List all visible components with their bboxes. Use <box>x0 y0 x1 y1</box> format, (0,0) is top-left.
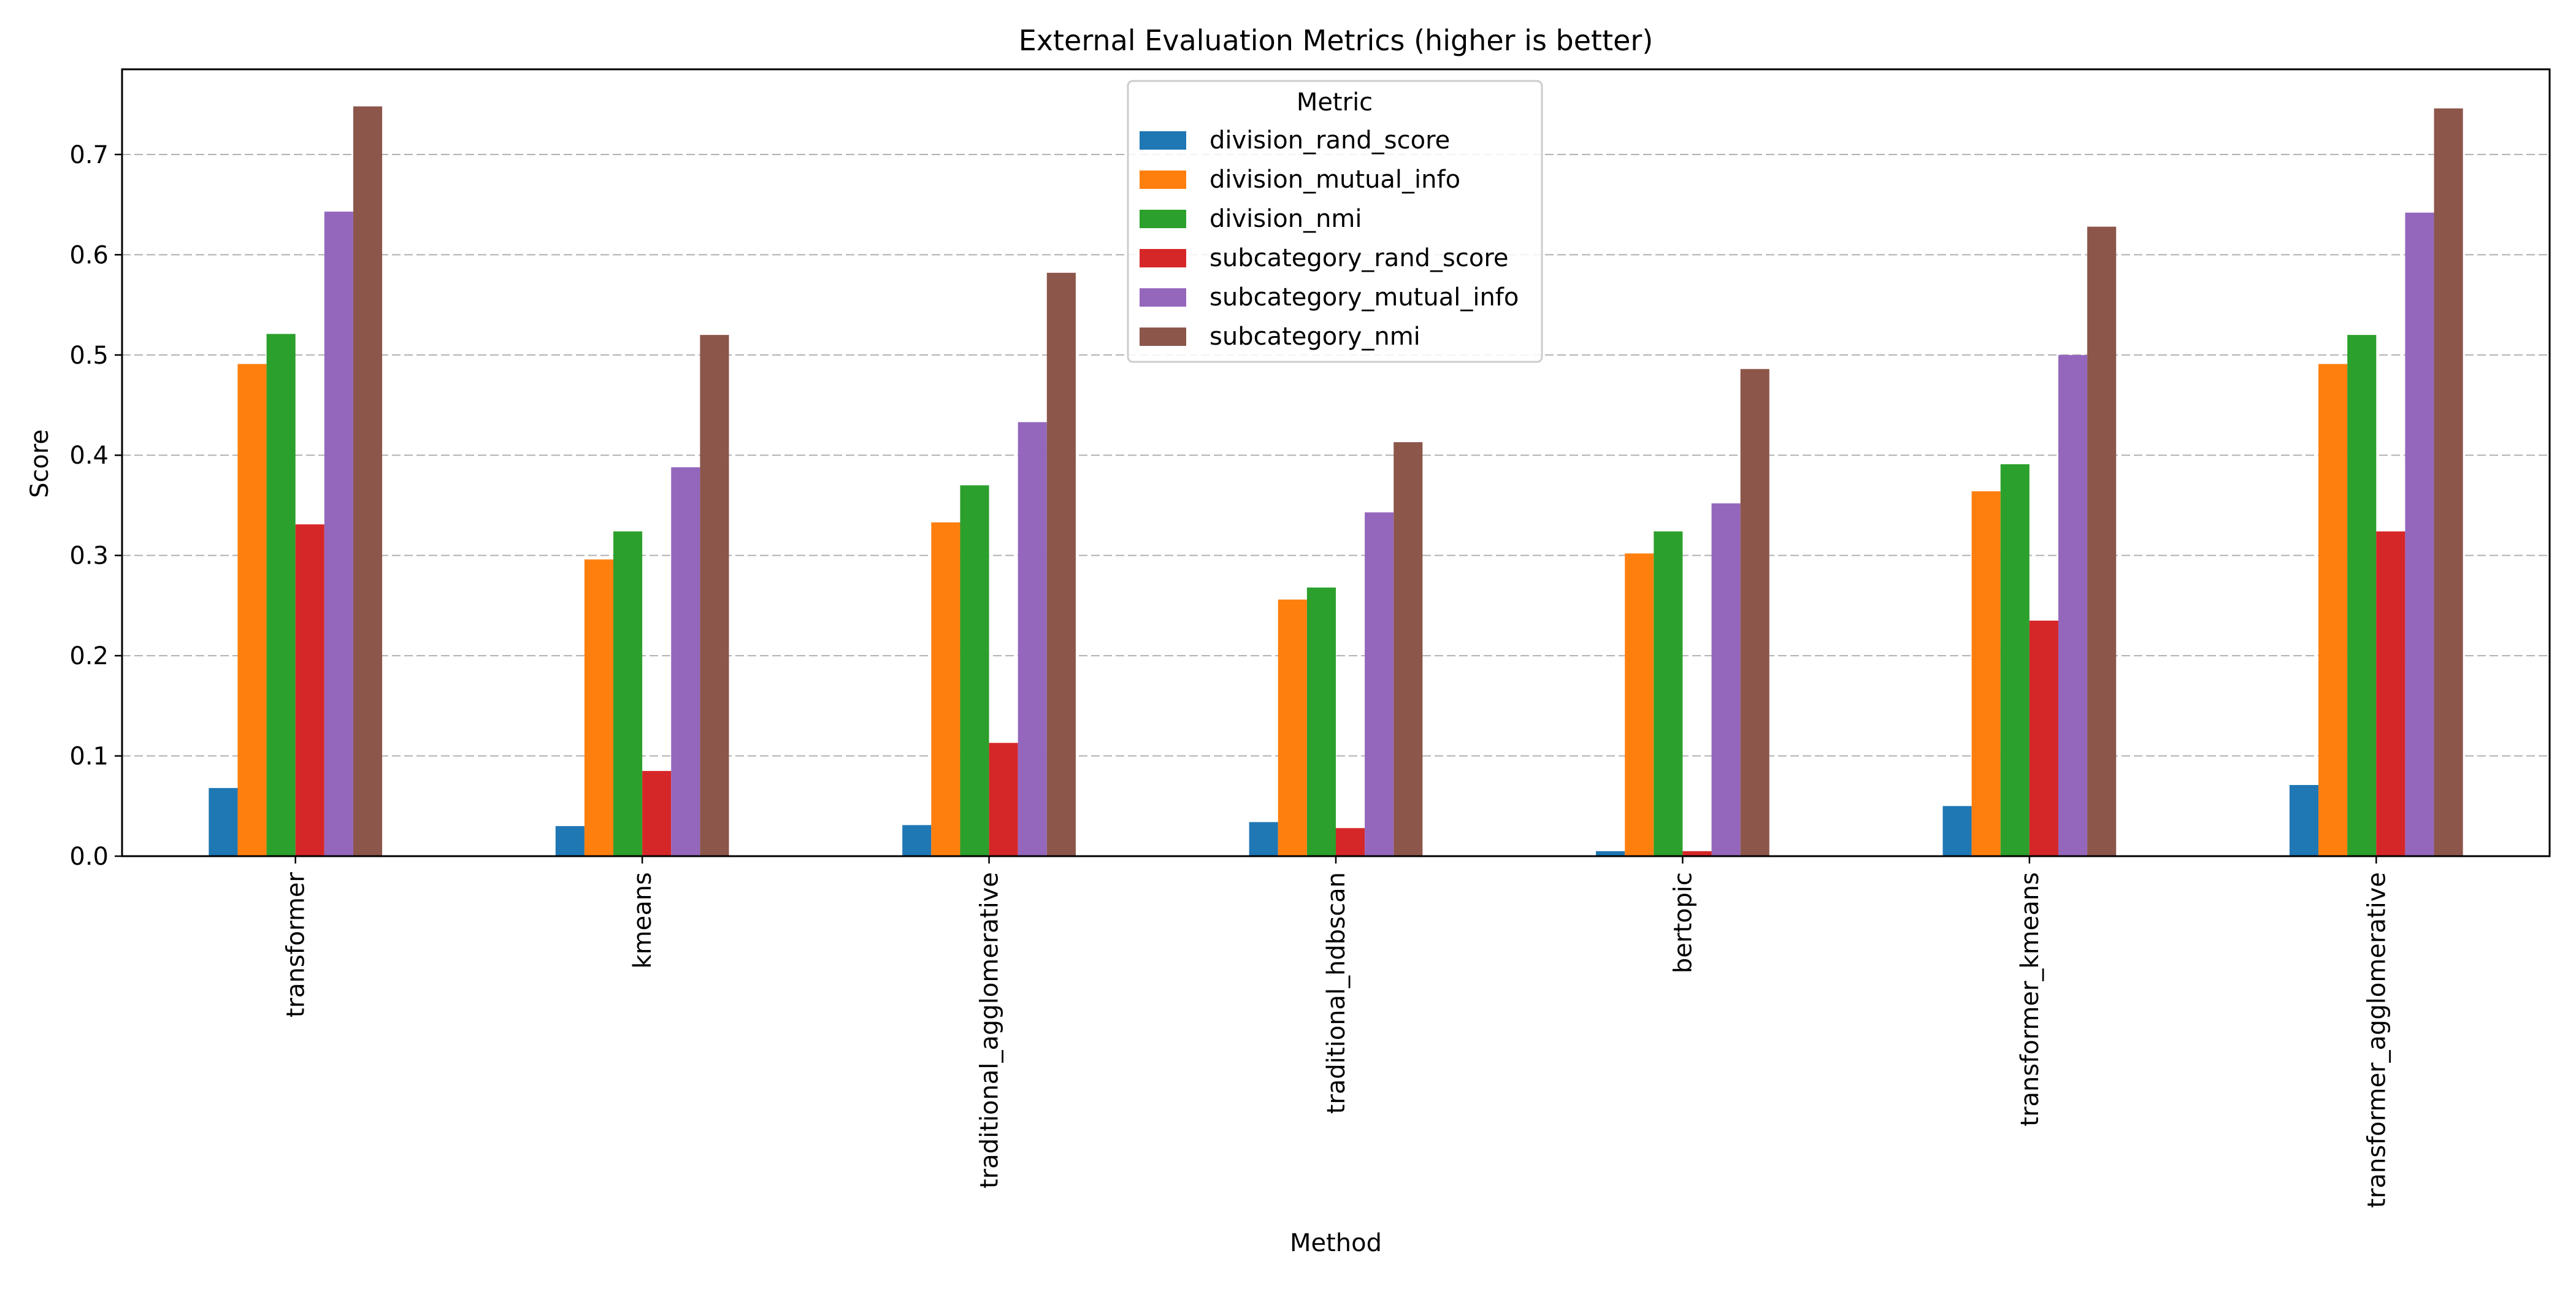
bar-subcategory_mutual_info <box>324 212 353 856</box>
bar-subcategory_mutual_info <box>671 467 700 856</box>
bar-subcategory_mutual_info <box>1365 512 1394 856</box>
bar-subcategory_nmi <box>2434 108 2463 856</box>
legend-swatch <box>1140 170 1186 189</box>
legend-frame <box>1127 80 1543 363</box>
x-axis: transformer kmeans traditional_agglomerati… <box>282 856 2391 1208</box>
y-tick-label: 0.3 <box>69 542 109 570</box>
y-tick-label: 0.1 <box>69 743 109 771</box>
legend-label: subcategory_mutual_info <box>1209 283 1519 312</box>
bar-division_mutual_info <box>1971 491 2001 856</box>
legend-label: division_mutual_info <box>1209 166 1460 194</box>
chart-title: External Evaluation Metrics (higher is b… <box>1019 24 1654 57</box>
y-axis: 0.0 0.1 0.2 0.3 0.4 0.5 0.6 0.7 <box>69 141 122 871</box>
legend-label: division_rand_score <box>1209 126 1450 155</box>
legend-title: Metric <box>1297 88 1373 117</box>
legend-items: division_rand_score division_mutual_infod… <box>1140 126 1519 351</box>
legend-label: subcategory_nmi <box>1209 323 1420 351</box>
bar-division_rand_score <box>1942 806 1972 856</box>
bar-division_mutual_info <box>237 364 267 856</box>
y-tick-label: 0.6 <box>69 241 109 269</box>
bar-division_rand_score <box>2289 784 2319 856</box>
x-tick-label: transformer_agglomerative <box>2363 872 2391 1208</box>
legend-swatch <box>1140 131 1186 150</box>
bar-subcategory_rand_score <box>2029 620 2058 856</box>
legend-swatch <box>1140 249 1186 267</box>
bar-subcategory_nmi <box>2087 226 2117 857</box>
y-tick-label: 0.7 <box>69 141 109 169</box>
bar-division_nmi <box>1306 587 1336 856</box>
y-axis-label: Score <box>26 429 54 498</box>
bar-division_rand_score <box>209 787 238 856</box>
bar-subcategory_mutual_info <box>1711 503 1741 856</box>
legend-label: subcategory_rand_score <box>1209 244 1509 272</box>
bar-division_mutual_info <box>2318 364 2348 856</box>
x-tick-label: transformer <box>282 872 310 1017</box>
legend-swatch <box>1140 328 1186 346</box>
x-tick-label: bertopic <box>1669 872 1697 973</box>
bar-division_mutual_info <box>1625 553 1654 856</box>
bar-subcategory_rand_score <box>2376 531 2405 856</box>
bar-subcategory_nmi <box>1393 442 1423 856</box>
bar-division_nmi <box>1654 531 1683 856</box>
bar-division_nmi <box>960 485 989 856</box>
bar-division_mutual_info <box>931 522 960 856</box>
legend: Metric division_rand_score division_mutua… <box>1127 80 1543 363</box>
y-tick-label: 0.2 <box>69 642 109 670</box>
y-tick-label: 0.0 <box>69 843 109 871</box>
bar-subcategory_rand_score <box>642 771 672 856</box>
bar-subcategory_rand_score <box>1336 828 1365 856</box>
legend-swatch <box>1140 288 1186 307</box>
y-tick-label: 0.5 <box>69 342 109 370</box>
bar-subcategory_nmi <box>353 106 383 856</box>
bar-subcategory_nmi <box>700 335 729 856</box>
legend-label: division_nmi <box>1209 205 1362 233</box>
bar-subcategory_mutual_info <box>1018 422 1047 856</box>
bar-subcategory_rand_score <box>295 524 324 856</box>
bar-division_nmi <box>613 531 643 856</box>
bar-division_mutual_info <box>584 559 614 856</box>
bar-division_rand_score <box>1596 851 1625 856</box>
x-axis-label: Method <box>1290 1229 1382 1257</box>
bar-subcategory_rand_score <box>989 743 1018 856</box>
bar-subcategory_nmi <box>1740 369 1769 856</box>
legend-swatch <box>1140 210 1186 228</box>
bar-division_nmi <box>266 334 296 856</box>
y-tick-label: 0.4 <box>69 442 109 470</box>
bar-division_rand_score <box>902 825 932 856</box>
x-tick-label: traditional_hdbscan <box>1322 872 1351 1114</box>
bar-division_rand_score <box>1249 822 1278 856</box>
x-tick-label: transformer_kmeans <box>2016 872 2044 1127</box>
x-tick-label: traditional_agglomerative <box>976 872 1004 1189</box>
bar-division_mutual_info <box>1278 599 1307 856</box>
bar-subcategory_rand_score <box>1682 851 1712 856</box>
bar-subcategory_mutual_info <box>2405 212 2434 856</box>
bars <box>209 106 2463 857</box>
bar-division_nmi <box>2347 335 2377 856</box>
bar-division_rand_score <box>555 826 585 856</box>
bar-subcategory_nmi <box>1046 272 1076 856</box>
bar-division_nmi <box>2000 464 2030 856</box>
bar-subcategory_mutual_info <box>2058 354 2088 856</box>
x-tick-label: kmeans <box>629 872 657 968</box>
